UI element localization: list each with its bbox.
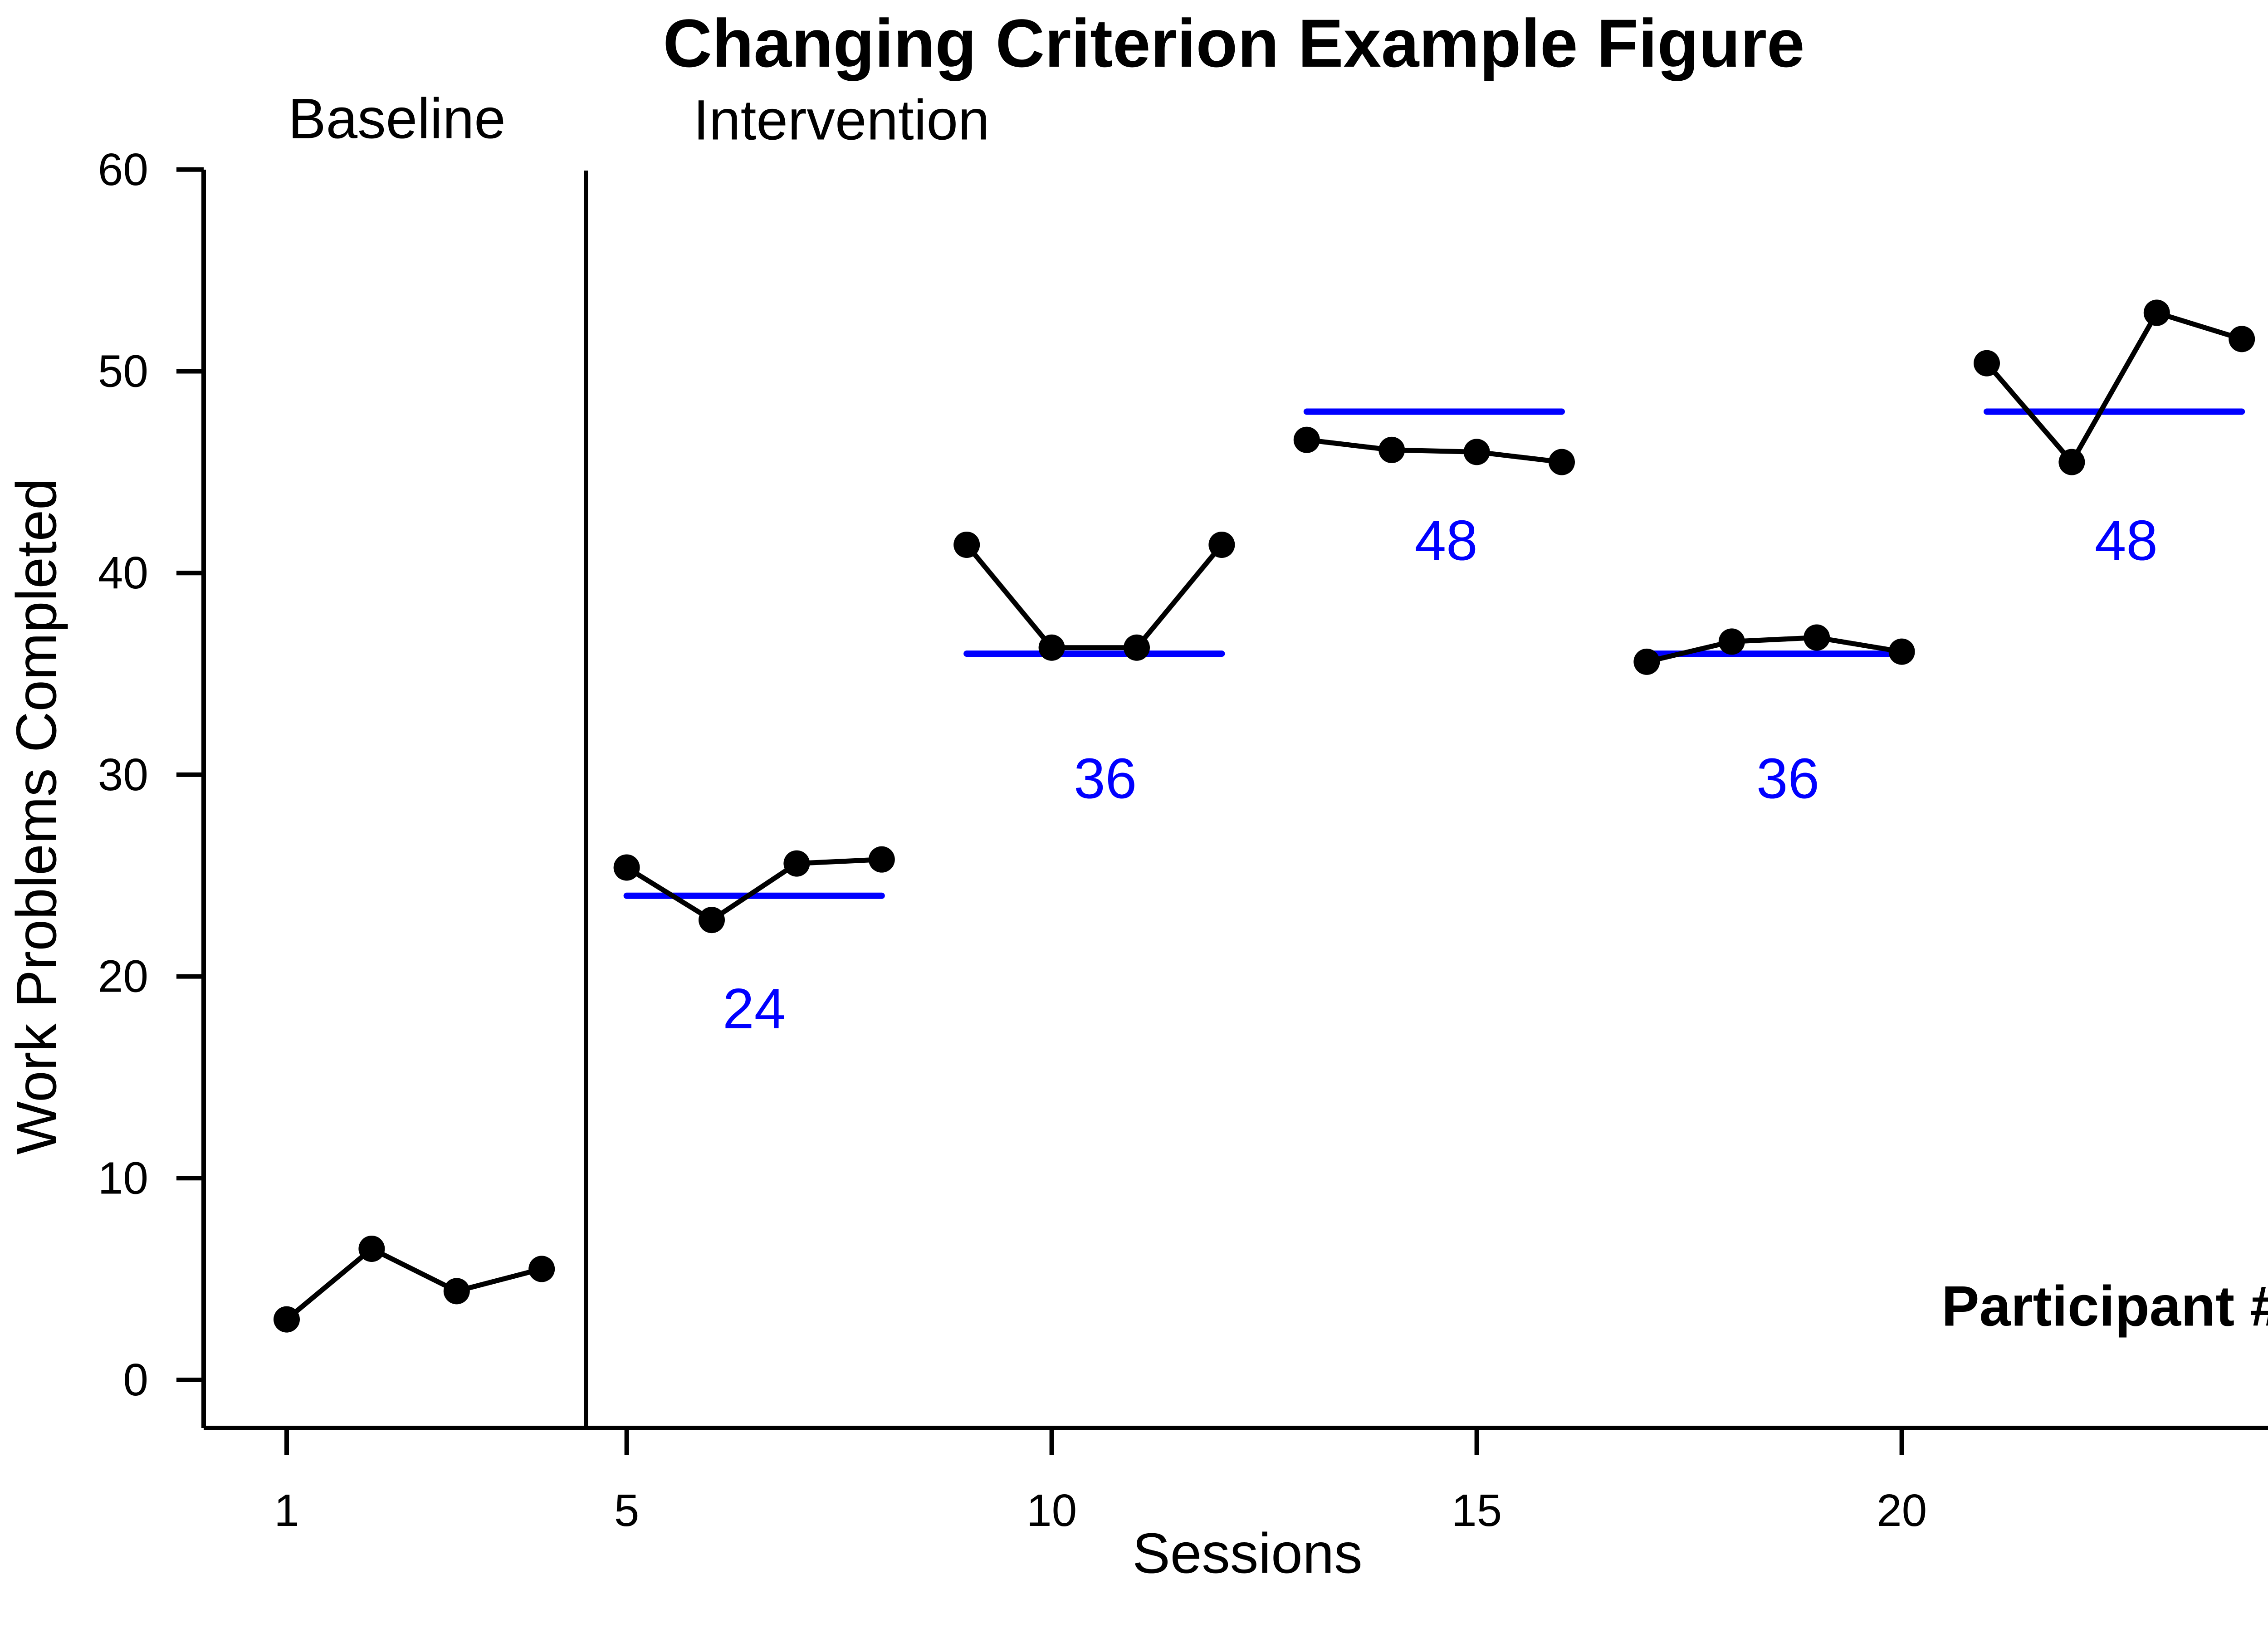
- data-line: [625, 857, 882, 923]
- phase-label-intervention: Intervention: [693, 88, 990, 152]
- data-point: [1549, 449, 1575, 475]
- y-tick-label: 0: [123, 1354, 148, 1405]
- data-point: [528, 1256, 555, 1282]
- data-point: [783, 850, 810, 877]
- data-point: [1888, 638, 1915, 665]
- data-line: [1984, 310, 2243, 465]
- y-tick-label: 50: [98, 346, 148, 397]
- data-point: [1463, 439, 1490, 465]
- data-point: [2229, 326, 2255, 352]
- criterion-label: 48: [1415, 509, 1478, 572]
- data-point: [868, 846, 895, 873]
- data-point: [1804, 624, 1830, 651]
- data-point: [1208, 531, 1235, 558]
- x-tick-label: 20: [1877, 1485, 1927, 1536]
- y-tick-label: 20: [98, 951, 148, 1002]
- x-tick-label: 10: [1026, 1485, 1077, 1536]
- phase-label-baseline: Baseline: [288, 87, 506, 151]
- data-point: [1124, 634, 1150, 661]
- y-tick-label: 30: [98, 749, 148, 800]
- data-point: [953, 531, 980, 558]
- data-point: [699, 907, 725, 934]
- y-tick-label: 10: [98, 1153, 148, 1203]
- data-point: [1038, 634, 1065, 661]
- y-tick-label: 40: [98, 548, 148, 598]
- x-tick-label: 5: [614, 1485, 640, 1536]
- criterion-label: 36: [1074, 747, 1137, 810]
- data-line: [1646, 635, 1902, 665]
- x-tick-label: 15: [1452, 1485, 1502, 1536]
- data-point: [1633, 648, 1660, 675]
- data-point: [1974, 350, 2000, 376]
- criterion-label: 36: [1756, 747, 1819, 810]
- data-point: [274, 1306, 300, 1333]
- x-tick-label: 1: [274, 1485, 299, 1536]
- criterion-label: 24: [723, 977, 786, 1040]
- data-point: [613, 854, 640, 881]
- data-point: [358, 1235, 385, 1262]
- y-tick-label: 60: [98, 144, 148, 195]
- data-line: [285, 1246, 543, 1321]
- data-point: [443, 1278, 470, 1305]
- data-line: [1306, 437, 1562, 465]
- data-point: [2143, 299, 2170, 326]
- participant-label: Participant #1: [1941, 1275, 2268, 1338]
- data-line: [964, 543, 1224, 650]
- data-point: [2058, 449, 2085, 475]
- criterion-label: 48: [2095, 509, 2158, 572]
- x-axis-title: Sessions: [1132, 1522, 1363, 1585]
- data-point: [1378, 436, 1405, 463]
- data-point: [1718, 628, 1745, 655]
- data-point: [1293, 426, 1320, 453]
- chart-title: Changing Criterion Example Figure: [663, 5, 1805, 81]
